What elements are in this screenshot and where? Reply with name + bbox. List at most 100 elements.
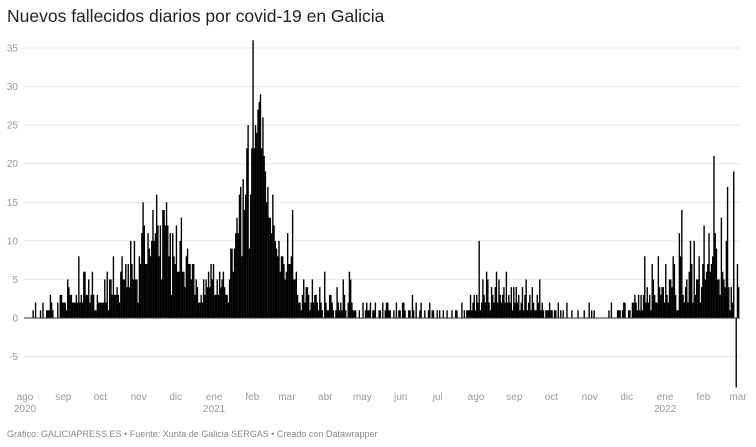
bar [327, 310, 330, 318]
bar [655, 302, 657, 318]
bar [673, 264, 676, 318]
bar [121, 256, 123, 318]
bar [60, 294, 63, 318]
bar [158, 256, 160, 318]
bar [249, 194, 252, 318]
bar [624, 302, 626, 318]
bar [724, 287, 726, 318]
bar [730, 287, 732, 318]
bar [665, 264, 667, 318]
bar [686, 279, 688, 318]
bar [718, 279, 720, 318]
bar [141, 233, 143, 318]
bar [529, 294, 531, 318]
bar [335, 310, 337, 318]
bar [212, 264, 215, 318]
bar [531, 287, 534, 318]
bar [649, 294, 651, 318]
x-tick-label: ene [657, 392, 674, 403]
bar [126, 287, 128, 318]
bar [279, 271, 281, 318]
bar [492, 294, 494, 318]
bar [641, 310, 644, 318]
bar [518, 294, 520, 318]
bar [526, 310, 529, 318]
bar [280, 256, 283, 318]
bar [738, 287, 740, 318]
bar [49, 294, 52, 318]
y-tick-label: 5 [12, 275, 18, 286]
bar [118, 302, 121, 318]
bar [73, 302, 75, 318]
bar [398, 310, 400, 318]
bar [125, 264, 127, 318]
bar [455, 310, 457, 318]
bar [632, 302, 635, 318]
bar [228, 279, 231, 318]
bar [697, 279, 699, 318]
bar [222, 271, 225, 318]
bar [726, 186, 729, 318]
y-tick-label: 20 [7, 159, 19, 170]
bar [695, 279, 698, 318]
bar [134, 279, 137, 318]
bar [694, 294, 697, 318]
bar [243, 210, 246, 318]
bar [555, 310, 557, 318]
bar [519, 310, 521, 318]
bar [527, 302, 530, 318]
x-tick-label: ene [206, 392, 223, 403]
bar [352, 310, 354, 318]
bar [111, 294, 113, 318]
bar [461, 302, 463, 318]
bar [542, 310, 545, 318]
bar [358, 310, 361, 318]
bar [269, 217, 272, 318]
x-tick-label: jun [393, 392, 407, 403]
bar [214, 294, 216, 318]
bar [304, 302, 306, 318]
bar [635, 302, 637, 318]
bar [399, 310, 401, 318]
bar [221, 279, 223, 318]
bar [446, 310, 448, 318]
bar [693, 240, 695, 318]
x-tick-year: 2021 [203, 404, 226, 415]
bar [427, 310, 430, 318]
bar [348, 271, 351, 318]
bar [395, 302, 398, 318]
bar [704, 279, 707, 318]
x-tick-label: dic [620, 392, 633, 403]
bar [153, 240, 155, 318]
bar [534, 310, 536, 318]
bar [237, 233, 239, 318]
bar [251, 148, 253, 318]
bar [608, 310, 610, 318]
bar [451, 310, 453, 318]
bar [347, 302, 349, 318]
bar [123, 279, 126, 318]
bar [95, 310, 97, 318]
x-tick-label: may [353, 392, 372, 403]
bar [315, 294, 317, 318]
bar [476, 294, 478, 318]
bar [621, 310, 624, 318]
bar [321, 310, 323, 318]
bar [137, 302, 139, 318]
bar [353, 310, 356, 318]
bar [132, 279, 134, 318]
y-tick-label: 35 [7, 44, 19, 55]
bar [511, 310, 514, 318]
bar [731, 302, 734, 318]
x-tick-label: sep [55, 392, 72, 403]
y-tick-label: 25 [7, 121, 19, 132]
bar [282, 256, 284, 318]
bar [100, 302, 102, 318]
bar [636, 310, 639, 318]
bar [314, 294, 316, 318]
bar [330, 294, 332, 318]
bar [660, 294, 662, 318]
bar [468, 310, 471, 318]
bar [550, 310, 552, 318]
bar [253, 148, 255, 318]
